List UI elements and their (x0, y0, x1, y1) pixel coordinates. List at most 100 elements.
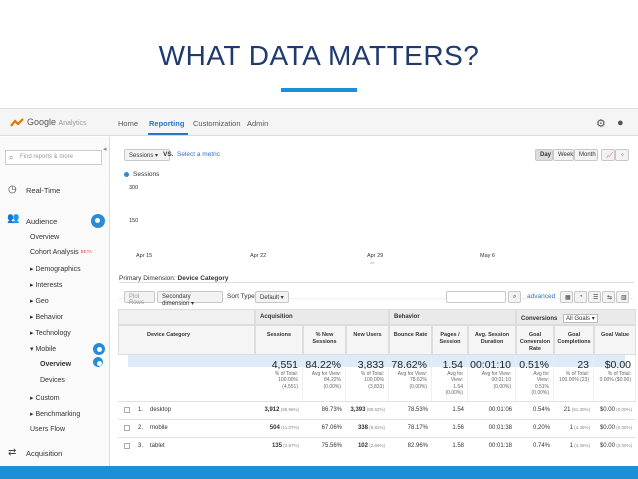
table-cell: 0.74% (516, 443, 550, 449)
comparison-view-icon[interactable]: ⇆ (602, 291, 615, 303)
secondary-dimension-select[interactable]: Secondary dimension ▾ (157, 291, 223, 307)
device-name-link[interactable]: desktop (150, 407, 172, 413)
cell-value: 1.56 (452, 425, 464, 431)
cell-value: 0.74% (532, 443, 550, 449)
table-filter-input[interactable] (446, 291, 506, 303)
customize-gear-icon[interactable] (93, 357, 103, 367)
percentage-view-icon[interactable]: ◔ (574, 291, 587, 303)
sidebar-item-audience[interactable]: Audience (26, 217, 58, 226)
total-value: $0.00 (604, 359, 631, 371)
col-new-users[interactable]: New Users (346, 325, 389, 355)
sidebar-item-behavior[interactable]: ▸ Behavior (30, 314, 64, 321)
account-icon[interactable]: ● (617, 117, 624, 129)
sidebar-item-mobile-overview[interactable]: Overview (40, 361, 72, 368)
total-note: (0.00%) (409, 383, 427, 390)
row-checkbox[interactable] (124, 443, 130, 449)
sidebar-item-mobile[interactable]: ▾ Mobile (30, 346, 57, 353)
col-goal-completions[interactable]: Goal Completions (554, 325, 594, 355)
all-goals-select[interactable]: All Goals ▾ (563, 314, 598, 323)
sort-type-select[interactable]: Default ▾ (255, 291, 289, 303)
brand[interactable]: Google Analytics (27, 117, 87, 127)
sidebar-item-overview[interactable]: Overview (30, 234, 60, 241)
customize-gear-icon[interactable] (91, 214, 105, 228)
metric-select-value: Sessions (129, 153, 154, 159)
month-button[interactable]: Month (574, 149, 598, 161)
col-device-category[interactable]: Device Category (118, 325, 255, 355)
sidebar-item-realtime[interactable]: Real-Time (26, 186, 61, 195)
vs-label: VS. (163, 151, 174, 158)
table-cell: 3,912 (85.96%) (255, 407, 299, 413)
col-pages-session[interactable]: Pages / Session (432, 325, 468, 355)
y-tick-300: 300 (129, 185, 139, 191)
analytics-logo-icon (10, 118, 24, 127)
table-cell: 86.73% (303, 407, 342, 413)
cell-percent: (4.35%) (572, 425, 590, 430)
col-goal-value[interactable]: Goal Value (594, 325, 636, 355)
search-icon: ⌕ (9, 153, 14, 162)
sidebar-item-cohort-analysis[interactable]: Cohort Analysis BETA (30, 249, 92, 256)
cell-value: 135 (271, 443, 282, 449)
tab-home[interactable]: Home (118, 119, 139, 128)
sidebar-item-devices[interactable]: Devices (40, 377, 65, 384)
table-view-icon[interactable]: ▦ (560, 291, 573, 303)
sidebar-item-interests[interactable]: ▸ Interests (30, 282, 63, 289)
cell-value: 82.96% (407, 443, 428, 449)
sidebar-item-technology[interactable]: ▸ Technology (30, 330, 71, 337)
total-note: (0.00%) (493, 383, 511, 390)
tab-reporting[interactable]: Reporting (149, 119, 185, 128)
cell-value: 78.17% (407, 425, 428, 431)
week-button[interactable]: Week (553, 149, 574, 161)
total-value: 3,833 (357, 359, 384, 371)
total-value: 78.62% (391, 359, 427, 371)
performance-view-icon[interactable]: ☰ (588, 291, 601, 303)
table-cell: 1 (4.35%) (554, 443, 590, 449)
total-note: 0.00% ($0.00) (599, 377, 631, 384)
advanced-filter-link[interactable]: advanced (527, 293, 556, 300)
row-checkbox[interactable] (124, 425, 130, 431)
filter-search-icon[interactable]: ⌕ (508, 291, 521, 303)
x-tick-apr22: Apr 22 (250, 253, 267, 259)
col-bounce-rate[interactable]: Bounce Rate (389, 325, 432, 355)
motion-chart-icon[interactable]: ⁘ (615, 149, 629, 161)
cell-percent: (2.97%) (281, 443, 299, 448)
top-nav: Google Analytics Home Reporting Customiz… (0, 109, 638, 136)
sidebar-item-demographics[interactable]: ▸ Demographics (30, 266, 81, 273)
table-cell: 504 (11.07%) (255, 425, 299, 431)
chart-resize-handle[interactable]: ═ (370, 261, 375, 267)
secondary-dimension-label: Secondary dimension (162, 294, 191, 307)
table-cell: 82.96% (389, 443, 428, 449)
device-name-link[interactable]: mobile (150, 425, 168, 431)
geo-label: Geo (35, 298, 49, 305)
day-button[interactable]: Day (535, 149, 553, 161)
cell-value: $0.00 (599, 425, 615, 431)
col-avg-duration[interactable]: Avg. Session Duration (468, 325, 516, 355)
customize-gear-icon[interactable] (93, 343, 105, 355)
sidebar-item-geo[interactable]: ▸ Geo (30, 298, 49, 305)
tab-customization[interactable]: Customization (193, 119, 241, 128)
line-chart-type-icon[interactable]: 📈 (601, 149, 615, 161)
col-goal-conversion-rate[interactable]: Goal Conversion Rate (516, 325, 554, 355)
select-metric-link[interactable]: Select a metric (177, 151, 220, 158)
device-name-link[interactable]: tablet (150, 443, 165, 449)
row-checkbox[interactable] (124, 407, 130, 413)
cell-value: 1.54 (452, 407, 464, 413)
plot-rows-button[interactable]: Plot Rows (124, 291, 155, 306)
report-search-input[interactable]: ⌕ Find reports & more (5, 150, 102, 165)
cell-value: 0.54% (532, 407, 550, 413)
collapse-sidebar-icon[interactable]: ◂ (103, 146, 107, 153)
settings-gear-icon[interactable]: ⚙ (596, 118, 606, 130)
col-new-sessions[interactable]: % New Sessions (303, 325, 346, 355)
sidebar-item-custom[interactable]: ▸ Custom (30, 395, 60, 402)
primary-dimension-value[interactable]: Device Category (177, 275, 229, 282)
tab-admin[interactable]: Admin (247, 119, 269, 128)
sidebar-item-benchmarking[interactable]: ▸ Benchmarking (30, 411, 81, 418)
sidebar-item-acquisition[interactable]: Acquisition (26, 449, 63, 458)
total-cell: 78.62% Avg for View: 78.62% (0.00%) (389, 355, 432, 401)
legend-sessions-label: Sessions (133, 171, 160, 178)
sidebar-item-users-flow[interactable]: Users Flow (30, 426, 66, 433)
table-cell: 1.54 (432, 407, 464, 413)
col-sessions[interactable]: Sessions (255, 325, 303, 355)
cell-value: 78.53% (407, 407, 428, 413)
pivot-view-icon[interactable]: ▥ (616, 291, 629, 303)
metric-select[interactable]: Sessions ▾ (124, 149, 170, 161)
